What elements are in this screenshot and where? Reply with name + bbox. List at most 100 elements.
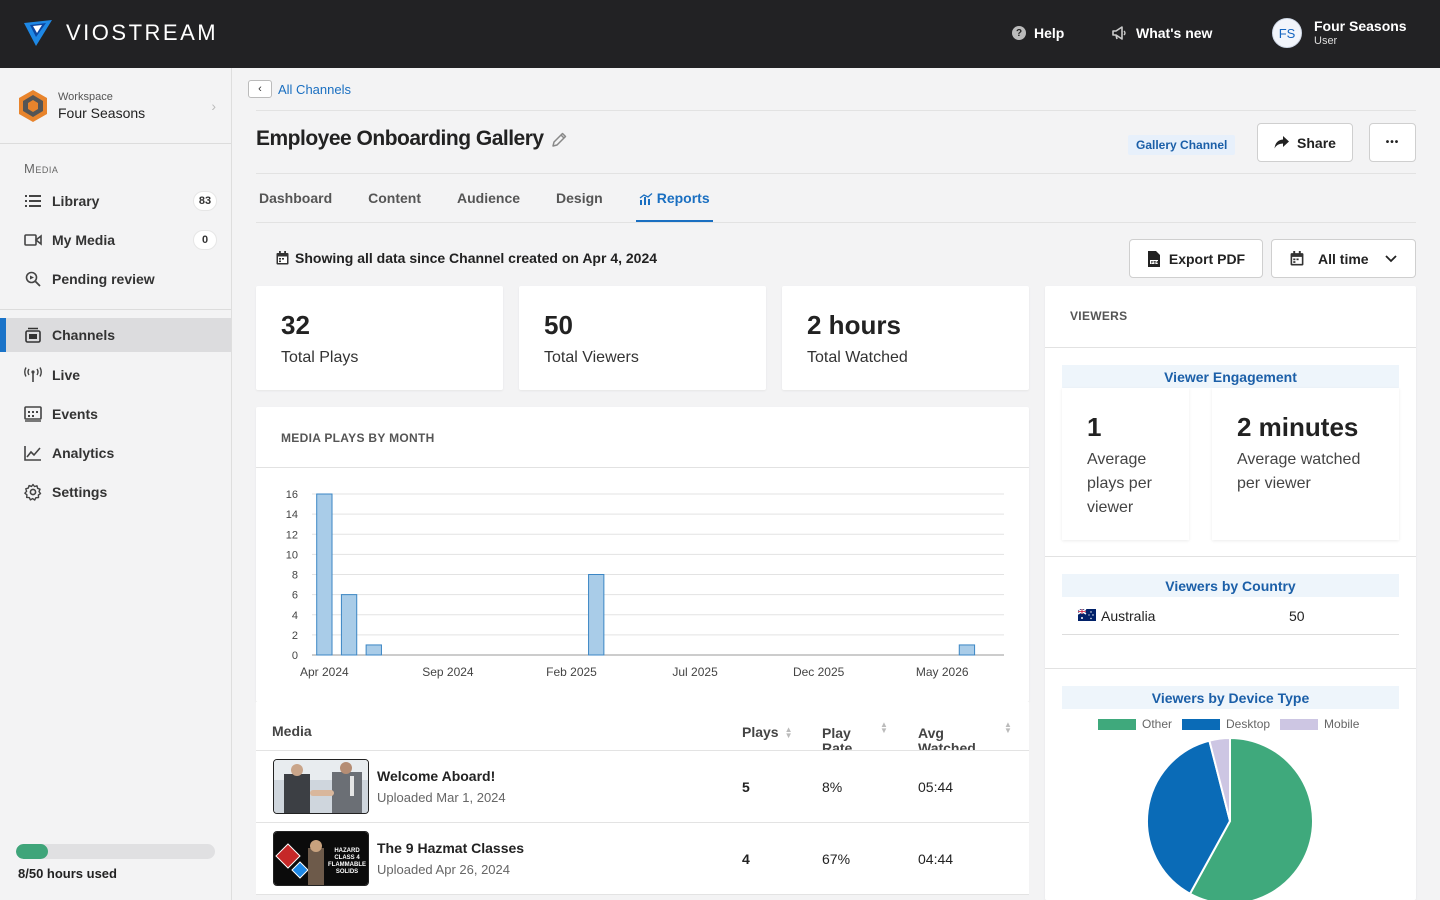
sidebar-item-channels[interactable]: Channels xyxy=(0,318,231,352)
sidebar-item-settings[interactable]: Settings xyxy=(0,475,231,509)
sidebar-item-live[interactable]: Live xyxy=(0,358,231,392)
divider xyxy=(256,467,1029,468)
chart-title: MEDIA PLAYS BY MONTH xyxy=(281,431,435,445)
australia-flag-icon xyxy=(1078,609,1096,621)
sidebar-item-analytics[interactable]: Analytics xyxy=(0,436,231,470)
user-role: User xyxy=(1314,35,1338,47)
share-icon xyxy=(1274,136,1290,149)
legend-label: Other xyxy=(1142,717,1173,731)
more-options-button[interactable]: ••• xyxy=(1369,123,1416,162)
bar[interactable] xyxy=(340,594,358,656)
table-row[interactable]: Welcome Aboard! Uploaded Mar 1, 2024 5 8… xyxy=(256,750,1029,822)
share-button[interactable]: Share xyxy=(1257,123,1353,162)
country-count: 50 xyxy=(1289,608,1305,624)
y-tick-label: 8 xyxy=(292,570,298,582)
whats-new-link[interactable]: What's new xyxy=(1112,25,1212,41)
brand-name: VIOSTREAM xyxy=(66,20,219,45)
stat-label: Total Watched xyxy=(807,349,908,366)
legend-item[interactable]: Desktop xyxy=(1182,717,1270,731)
viostream-logo[interactable]: VIOSTREAM xyxy=(24,20,218,46)
usage-text: 8/50 hours used xyxy=(18,866,117,881)
top-bar: VIOSTREAM ? Help What's new FS Four Seas… xyxy=(0,0,1440,68)
stat-value: 50 xyxy=(544,310,573,340)
y-tick-label: 2 xyxy=(292,630,298,642)
my-media-count-badge: 0 xyxy=(193,230,217,250)
tab-reports[interactable]: Reports xyxy=(635,190,713,223)
avg-plays-value: 1 xyxy=(1087,412,1102,442)
avg-plays-card: 1 Average plays per viewer xyxy=(1062,388,1189,540)
legend-item[interactable]: Other xyxy=(1098,717,1172,731)
divider xyxy=(1045,556,1416,557)
device-chart-legend: Other Desktop Mobile xyxy=(1098,717,1369,731)
pencil-edit-icon[interactable] xyxy=(550,131,568,154)
divider xyxy=(256,222,1416,223)
user-menu[interactable]: FS Four Seasons User xyxy=(1272,18,1407,48)
time-range-value: All time xyxy=(1318,250,1369,267)
viewers-title: VIEWERS xyxy=(1070,309,1128,323)
table-row[interactable]: HAZARD CLASS 4 FLAMMABLE SOLIDS The 9 Ha… xyxy=(256,822,1029,894)
events-icon xyxy=(24,405,42,423)
user-name: Four Seasons xyxy=(1314,18,1407,34)
tab-audience[interactable]: Audience xyxy=(454,190,523,223)
media-plays-bar-chart: 0 2 4 6 8 10 12 14 16 Apr 2024 Sep 2024 Feb 2025 Jul… xyxy=(286,489,1004,679)
divider xyxy=(0,309,231,310)
share-label: Share xyxy=(1297,134,1336,151)
sidebar-item-my-media[interactable]: My Media 0 xyxy=(0,223,231,257)
video-thumbnail[interactable]: HAZARD CLASS 4 FLAMMABLE SOLIDS xyxy=(273,831,369,886)
pie-slice[interactable] xyxy=(1188,736,1314,900)
column-header-media[interactable]: Media xyxy=(272,723,312,739)
help-link[interactable]: ? Help xyxy=(1012,25,1064,41)
y-tick-label: 4 xyxy=(292,610,298,622)
sidebar-item-label: Settings xyxy=(52,484,108,500)
stat-card-total-watched: 2 hours Total Watched xyxy=(782,286,1029,390)
tab-label: Content xyxy=(368,190,422,206)
back-button[interactable]: ‹ xyxy=(248,80,272,98)
bar[interactable] xyxy=(588,574,605,656)
column-header-plays[interactable]: Plays ▲ ▼ xyxy=(742,725,793,740)
calendar-icon xyxy=(1290,251,1304,266)
all-channels-link[interactable]: All Channels xyxy=(278,81,351,97)
reports-chart-icon xyxy=(639,193,653,205)
time-range-dropdown[interactable]: All time xyxy=(1271,239,1416,278)
channel-tabs: Dashboard Content Audience Design Report… xyxy=(256,190,743,223)
divider xyxy=(0,143,231,144)
chevron-down-icon xyxy=(1385,255,1397,263)
bar[interactable] xyxy=(958,644,976,656)
pie-slice[interactable] xyxy=(1208,736,1231,822)
tab-dashboard[interactable]: Dashboard xyxy=(256,190,335,223)
bar[interactable] xyxy=(365,644,382,656)
country-row: Australia 50 xyxy=(1062,597,1399,635)
tab-content[interactable]: Content xyxy=(365,190,424,223)
country-name: Australia xyxy=(1101,608,1156,624)
table-header-row: Media Plays ▲ ▼ Play Rate ▲ ▼ Avg Watched ▲… xyxy=(256,702,1029,756)
legend-item[interactable]: Mobile xyxy=(1280,717,1359,731)
stat-value: 2 hours xyxy=(807,310,901,340)
tab-label: Audience xyxy=(457,190,521,206)
viewers-by-country-title: Viewers by Country xyxy=(1062,574,1399,597)
x-tick-label: Feb 2025 xyxy=(546,665,597,679)
y-tick-label: 16 xyxy=(286,489,298,501)
media-plays-chart-card: MEDIA PLAYS BY MONTH 0 2 4 6 8 10 12 14 16 Apr 20… xyxy=(256,407,1029,702)
legend-label: Desktop xyxy=(1226,717,1271,731)
stat-label: Total Plays xyxy=(281,349,359,366)
play-rate-cell: 8% xyxy=(822,779,843,795)
legend-swatch xyxy=(1280,718,1319,730)
legend-swatch xyxy=(1182,718,1221,730)
media-title[interactable]: The 9 Hazmat Classes xyxy=(377,840,525,856)
workspace-logo-icon xyxy=(19,90,47,122)
video-thumbnail[interactable] xyxy=(273,759,369,814)
sidebar-item-events[interactable]: Events xyxy=(0,397,231,431)
export-pdf-button[interactable]: PDF Export PDF xyxy=(1129,239,1263,278)
media-title[interactable]: Welcome Aboard! xyxy=(377,768,496,784)
sidebar: Workspace Four Seasons › Media Library 8… xyxy=(0,68,232,900)
avg-watched-cell: 05:44 xyxy=(918,779,954,795)
sidebar-item-pending-review[interactable]: Pending review xyxy=(0,262,231,296)
sidebar-item-library[interactable]: Library 83 xyxy=(0,184,231,218)
workspace-name: Four Seasons xyxy=(58,104,146,121)
sidebar-item-label: Live xyxy=(52,367,81,383)
pie-slice[interactable] xyxy=(1146,739,1232,896)
bar[interactable] xyxy=(316,493,333,656)
channels-icon xyxy=(24,326,42,344)
tab-design[interactable]: Design xyxy=(553,190,606,223)
workspace-switcher[interactable]: Workspace Four Seasons › xyxy=(16,84,216,128)
